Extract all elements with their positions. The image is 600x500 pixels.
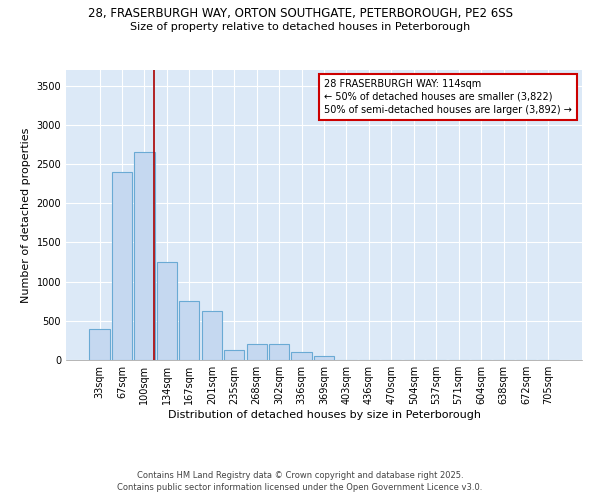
- X-axis label: Distribution of detached houses by size in Peterborough: Distribution of detached houses by size …: [167, 410, 481, 420]
- Bar: [292, 352, 311, 360]
- Bar: [269, 344, 289, 360]
- Bar: [134, 152, 155, 360]
- Y-axis label: Number of detached properties: Number of detached properties: [21, 128, 31, 302]
- Bar: [112, 172, 132, 360]
- Bar: [224, 350, 244, 360]
- Bar: [89, 328, 110, 360]
- Text: 28 FRASERBURGH WAY: 114sqm
← 50% of detached houses are smaller (3,822)
50% of s: 28 FRASERBURGH WAY: 114sqm ← 50% of deta…: [324, 78, 572, 115]
- Text: 28, FRASERBURGH WAY, ORTON SOUTHGATE, PETERBOROUGH, PE2 6SS: 28, FRASERBURGH WAY, ORTON SOUTHGATE, PE…: [88, 8, 512, 20]
- Text: Contains HM Land Registry data © Crown copyright and database right 2025.
Contai: Contains HM Land Registry data © Crown c…: [118, 471, 482, 492]
- Bar: [202, 310, 222, 360]
- Bar: [179, 301, 199, 360]
- Bar: [157, 262, 177, 360]
- Bar: [314, 356, 334, 360]
- Bar: [247, 344, 267, 360]
- Text: Size of property relative to detached houses in Peterborough: Size of property relative to detached ho…: [130, 22, 470, 32]
